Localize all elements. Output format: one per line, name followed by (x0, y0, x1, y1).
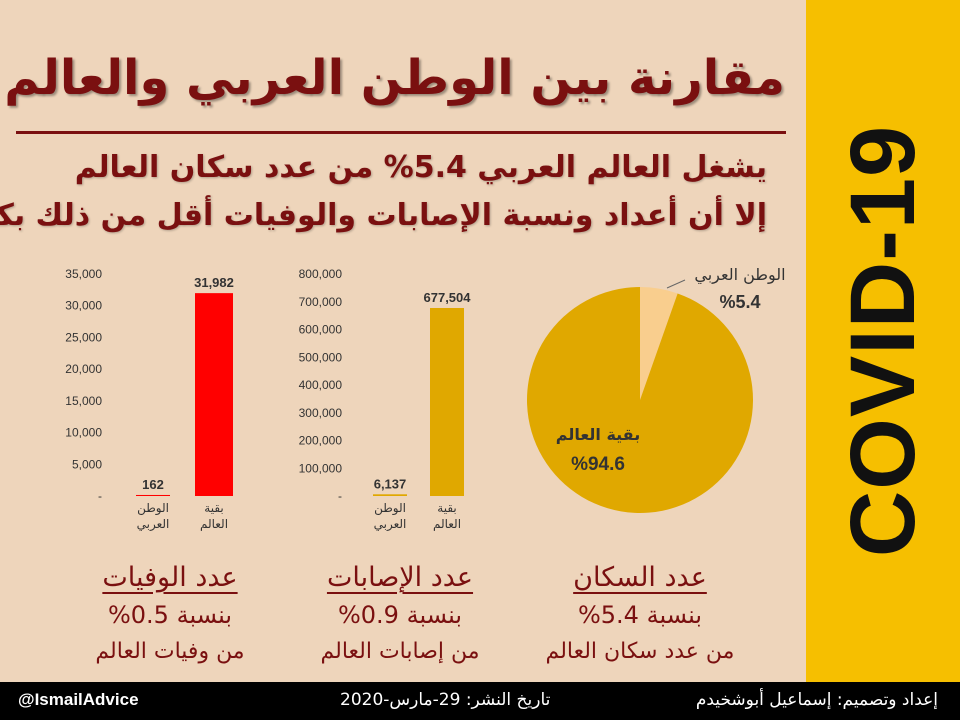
stat-population-from: من عدد سكان العالم (545, 639, 735, 664)
stat-population: عدد السكان بنسبة 5.4% من عدد سكان العالم (525, 562, 755, 664)
y-tick-label: 20,000 (65, 362, 102, 376)
category-label: بقية (437, 501, 456, 515)
bar (136, 494, 170, 496)
subtitle-population: يشغل العالم العربي 5.4% من عدد سكان العا… (74, 150, 767, 185)
y-tick-label: 100,000 (299, 461, 343, 475)
covid-label: COVID-19 (832, 124, 934, 558)
stat-deaths-heading: عدد الوفيات (102, 562, 238, 593)
bar-value-label: 677,504 (424, 290, 472, 305)
y-tick-label: 800,000 (299, 267, 343, 281)
y-tick-label: 35,000 (65, 267, 102, 281)
pie-leader-line (666, 279, 686, 289)
pie-slice (527, 287, 753, 513)
y-tick-label: 15,000 (65, 394, 102, 408)
y-tick-label: 700,000 (299, 295, 343, 309)
category-label: الوطن (137, 501, 169, 516)
y-tick-label: 30,000 (65, 299, 102, 313)
pie-value-rest: %94.6 (571, 454, 625, 475)
footer-bar: @IsmailAdvice تاريخ النشر: 29-مارس-2020 … (0, 682, 960, 720)
bar (430, 307, 464, 496)
title-divider (16, 131, 786, 134)
y-tick-label: 200,000 (299, 434, 343, 448)
y-tick-label: 10,000 (65, 426, 102, 440)
subtitle-comparison: إلا أن أعداد ونسبة الإصابات والوفيات أقل… (0, 198, 767, 233)
category-label: بقية (204, 501, 223, 515)
pie-label-arab: الوطن العربي (694, 265, 785, 285)
stat-population-percent: بنسبة 5.4% (577, 601, 703, 629)
bar-value-label: 162 (142, 477, 164, 492)
category-label: العربي (374, 517, 407, 532)
y-tick-label: - (338, 489, 342, 503)
y-tick-label: 25,000 (65, 330, 102, 344)
stat-cases-from: من إصابات العالم (320, 639, 480, 664)
stat-deaths-from: من وفيات العالم (95, 639, 245, 664)
y-tick-label: 600,000 (299, 323, 343, 337)
y-tick-label: 400,000 (299, 378, 343, 392)
footer-date: تاريخ النشر: 29-مارس-2020 (340, 690, 551, 710)
pie-label-rest: بقية العالم (556, 425, 640, 444)
category-label: الوطن (374, 501, 406, 516)
y-tick-label: - (98, 489, 102, 503)
stat-cases: عدد الإصابات بنسبة 0.9% من إصابات العالم (290, 562, 510, 664)
category-label: العربي (137, 517, 170, 532)
bar-value-label: 6,137 (374, 476, 407, 491)
bar (373, 494, 407, 496)
pie-slice (640, 287, 678, 400)
stat-cases-heading: عدد الإصابات (326, 562, 474, 593)
category-label: العالم (200, 517, 228, 531)
stat-cases-percent: بنسبة 0.9% (337, 601, 463, 629)
y-tick-label: 500,000 (299, 350, 343, 364)
footer-handle: @IsmailAdvice (18, 690, 139, 709)
stat-deaths: عدد الوفيات بنسبة 0.5% من وفيات العالم (60, 562, 280, 664)
side-banner (806, 0, 960, 682)
stat-deaths-percent: بنسبة 0.5% (107, 601, 233, 629)
bar-value-label: 31,982 (194, 275, 234, 290)
charts-area: - 5,000 10,000 15,000 20,000 25,000 30,000 35,0… (65, 265, 785, 532)
pie-value-arab: %5.4 (719, 292, 760, 312)
stat-population-heading: عدد السكان (573, 562, 707, 593)
category-label: العالم (433, 517, 461, 531)
y-tick-label: 5,000 (72, 457, 102, 471)
page-title: مقارنة بين الوطن العربي والعالم (4, 50, 785, 106)
bar (195, 293, 233, 496)
footer-credit: إعداد وتصميم: إسماعيل أبوشخيدم (695, 690, 938, 710)
y-tick-label: 300,000 (299, 406, 343, 420)
